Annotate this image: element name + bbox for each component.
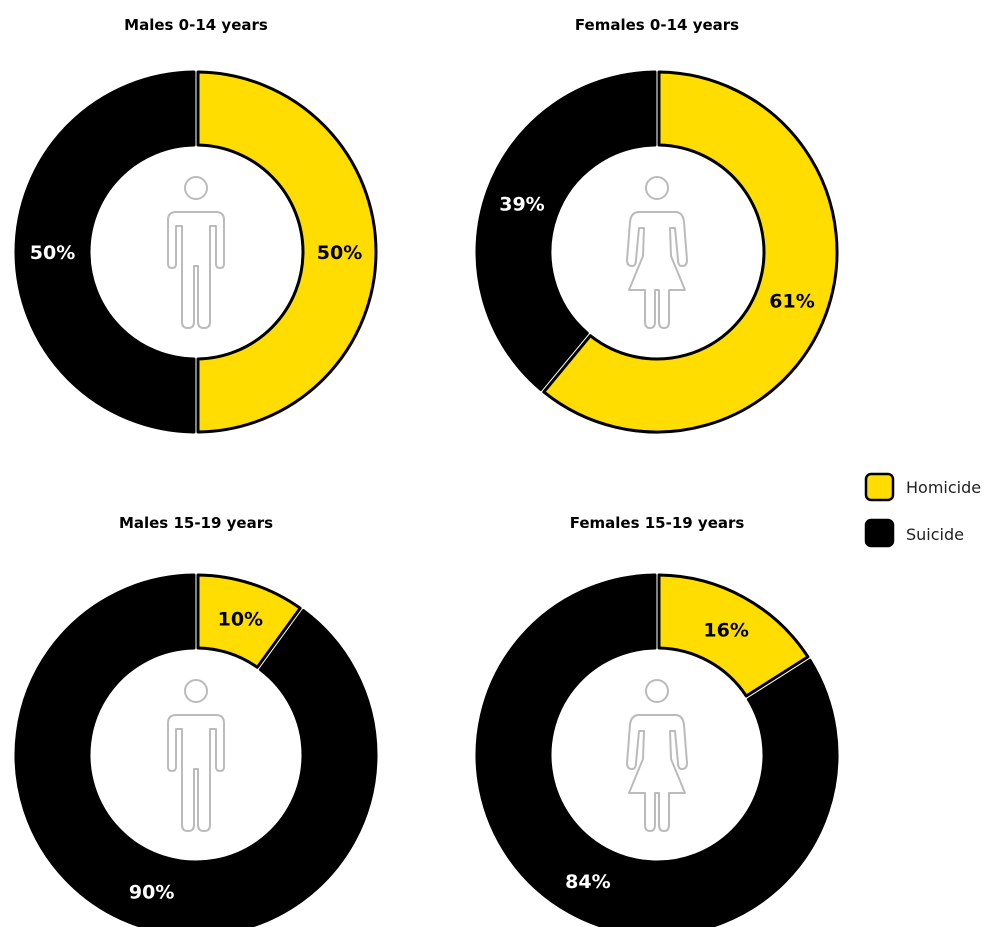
data-label-homicide: 61% <box>769 291 814 313</box>
chart-title: Males 15-19 years <box>119 514 273 532</box>
female-figure-icon <box>626 176 688 329</box>
slice-homicide <box>657 573 810 698</box>
data-label-homicide: 10% <box>218 609 263 631</box>
slice-suicide <box>475 573 839 927</box>
donut-chart-males-0-14-years: Males 0-14 years 50% 50% <box>14 16 378 434</box>
female-figure-icon <box>626 679 688 832</box>
slice-suicide <box>14 573 378 927</box>
male-figure-icon <box>167 176 225 329</box>
slice-suicide <box>475 70 657 391</box>
data-label-suicide: 90% <box>129 881 174 903</box>
donut-chart-males-15-19-years: Males 15-19 years 10% 90% <box>14 514 378 927</box>
male-figure-icon <box>167 679 225 832</box>
data-label-suicide: 84% <box>565 871 610 893</box>
donut-chart-females-15-19-years: Females 15-19 years 16% 84% <box>475 514 839 927</box>
legend-swatch-suicide <box>864 518 895 548</box>
data-label-homicide: 50% <box>317 242 362 264</box>
legend-item-homicide: Homicide <box>864 472 981 502</box>
legend-label-suicide: Suicide <box>906 525 964 544</box>
slice-homicide <box>196 70 378 434</box>
charts-layer: Males 0-14 years 50% 50% Females 0-14 years… <box>14 16 839 927</box>
data-label-suicide: 39% <box>499 193 544 215</box>
slice-homicide <box>542 70 839 434</box>
donut-chart-females-0-14-years: Females 0-14 years 61% 39% <box>475 16 839 434</box>
chart-title: Females 0-14 years <box>575 16 739 34</box>
legend-swatch-homicide <box>864 472 895 502</box>
legend-item-suicide: Suicide <box>864 518 964 548</box>
slice-suicide <box>14 70 196 434</box>
slice-homicide <box>196 573 302 669</box>
chart-title: Females 15-19 years <box>570 514 745 532</box>
chart-title: Males 0-14 years <box>124 16 268 34</box>
data-label-suicide: 50% <box>30 242 75 264</box>
legend: Homicide Suicide <box>864 472 981 548</box>
legend-label-homicide: Homicide <box>906 478 981 497</box>
data-label-homicide: 16% <box>703 619 748 641</box>
